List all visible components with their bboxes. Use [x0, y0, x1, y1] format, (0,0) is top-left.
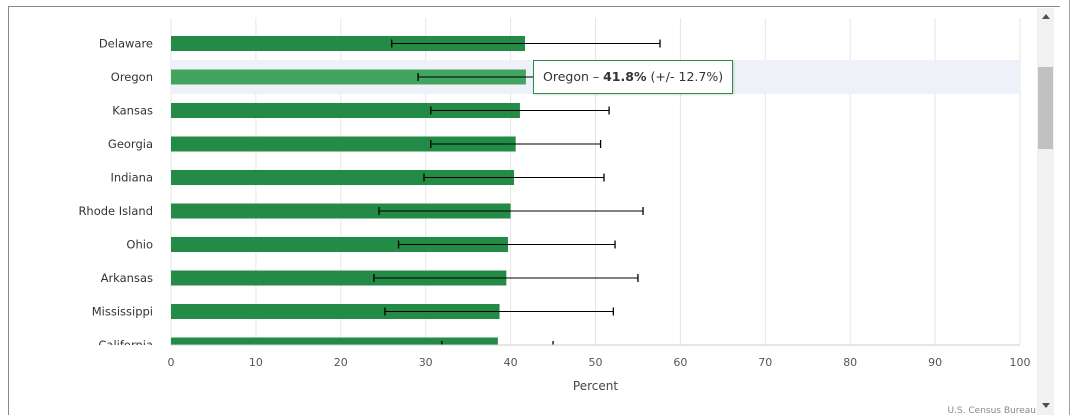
bar [171, 237, 509, 252]
scroll-up-arrow-icon[interactable] [1037, 8, 1054, 25]
bar [171, 103, 520, 118]
category-label: Rhode Island [78, 204, 153, 218]
x-tick-label: 90 [928, 356, 942, 369]
tooltip-margin: (+/- 12.7%) [646, 69, 724, 84]
x-tick-label: 30 [419, 356, 433, 369]
bar [171, 136, 516, 152]
category-label: Delaware [99, 37, 153, 51]
category-labels: Delaware Oregon Kansas Georgia Indiana Rhode … [78, 37, 153, 352]
category-label: Ohio [126, 238, 153, 252]
vertical-scrollbar[interactable]: U.S. Census Bureau [948, 8, 1054, 416]
x-tick-label: 20 [334, 356, 348, 369]
x-tick-label: 70 [758, 356, 772, 369]
category-label: California [98, 338, 153, 352]
x-tick-label: 100 [1010, 356, 1031, 369]
scroll-down-arrow-icon[interactable] [1037, 397, 1054, 414]
x-tick-label: 10 [249, 356, 263, 369]
category-label: Arkansas [101, 271, 153, 285]
right-divider [1069, 0, 1070, 415]
category-label: Kansas [112, 104, 153, 118]
chart-tooltip: Oregon – 41.8% (+/- 12.7%) [533, 60, 734, 94]
x-tick-label: 40 [504, 356, 518, 369]
x-tick-label: 0 [168, 356, 175, 369]
bar [171, 337, 498, 345]
bar [171, 36, 526, 51]
category-label: Georgia [108, 137, 153, 151]
category-label: Mississippi [92, 305, 153, 319]
category-label: Oregon [111, 70, 153, 84]
bar [171, 170, 514, 185]
x-tick-label: 80 [843, 356, 857, 369]
category-label: Indiana [110, 171, 153, 185]
tooltip-value: 41.8% [603, 69, 647, 84]
x-tick-label: 60 [673, 356, 687, 369]
tooltip-prefix: Oregon – [543, 69, 604, 84]
x-tick-label: 50 [589, 356, 603, 369]
bar [171, 270, 507, 286]
scroll-thumb[interactable] [1038, 67, 1053, 149]
credit-label[interactable]: U.S. Census Bureau [947, 406, 1037, 416]
bar [171, 203, 511, 219]
x-axis-title: Percent [573, 379, 618, 393]
bar [171, 69, 526, 85]
chart-frame [8, 6, 1060, 415]
bar [171, 304, 500, 319]
